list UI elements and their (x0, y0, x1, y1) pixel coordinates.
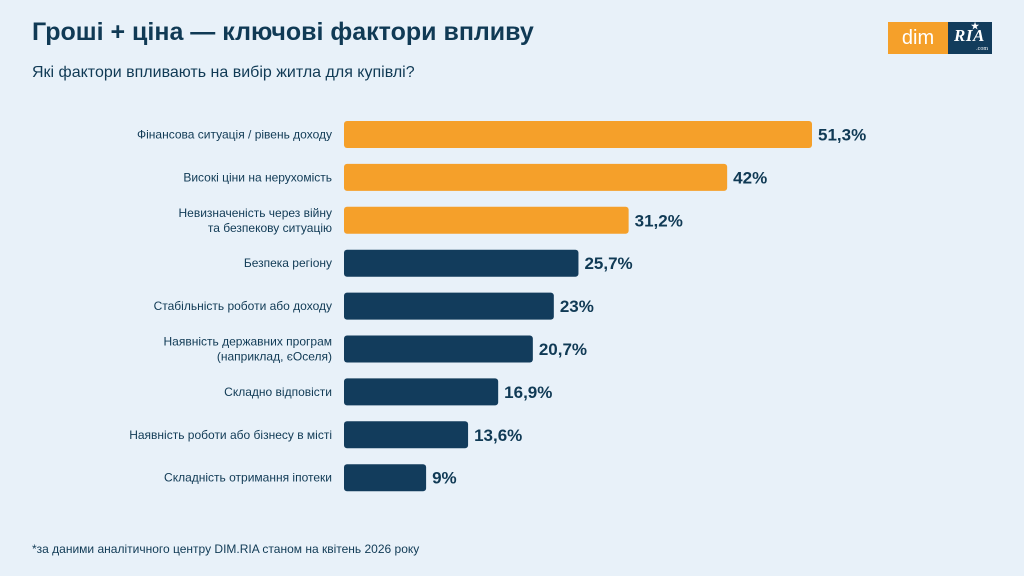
footnote: *за даними аналітичного центру DIM.RIA с… (32, 542, 420, 556)
chart-subtitle: Які фактори впливають на вибір житла для… (32, 64, 415, 81)
bar-1 (344, 163, 728, 191)
dim-ria-logo: dim RIA ★ .com (888, 21, 992, 54)
category-label-2-line-1: та безпекову ситуацію (208, 221, 332, 235)
value-label-8: 9% (432, 469, 457, 488)
bar-8 (344, 464, 427, 492)
logo-ria-part: RIA ★ .com (948, 21, 992, 54)
value-label-0: 51,3% (818, 126, 866, 145)
bar-5 (344, 335, 533, 363)
logo-com-text: .com (976, 46, 988, 52)
category-label-6: Складно відповісти (224, 385, 332, 399)
value-label-4: 23% (560, 297, 594, 316)
category-label-5-line-1: (наприклад, єОселя) (217, 350, 332, 364)
bar-2 (344, 206, 629, 234)
category-label-2-line-0: Невизначеність через війну (179, 206, 332, 220)
value-label-3: 25,7% (584, 254, 632, 273)
logo-dim-part: dim (888, 22, 948, 54)
category-label-0: Фінансова ситуація / рівень доходу (137, 128, 332, 142)
category-label-7: Наявність роботи або бізнесу в місті (129, 428, 332, 442)
category-label-5-line-0: Наявність державних програм (164, 335, 333, 349)
bar-7 (344, 421, 469, 449)
value-label-5: 20,7% (539, 340, 587, 359)
bar-4 (344, 292, 554, 320)
value-label-2: 31,2% (635, 211, 683, 230)
category-label-4: Стабільність роботи або доходу (154, 299, 332, 313)
bar-0 (344, 121, 812, 148)
value-label-1: 42% (733, 168, 767, 187)
category-label-8: Складність отримання іпотеки (164, 471, 332, 485)
value-label-6: 16,9% (504, 383, 552, 402)
value-label-7: 13,6% (474, 426, 522, 445)
category-label-3: Безпека регіону (244, 256, 332, 270)
category-label-1: Високі ціни на нерухомість (183, 170, 332, 184)
logo-ria-text: RIA (954, 26, 985, 45)
star-icon: ★ (971, 21, 980, 31)
bar-6 (344, 378, 499, 406)
bar-3 (344, 249, 579, 277)
chart-title: Гроші + ціна — ключові фактори впливу (32, 18, 534, 46)
